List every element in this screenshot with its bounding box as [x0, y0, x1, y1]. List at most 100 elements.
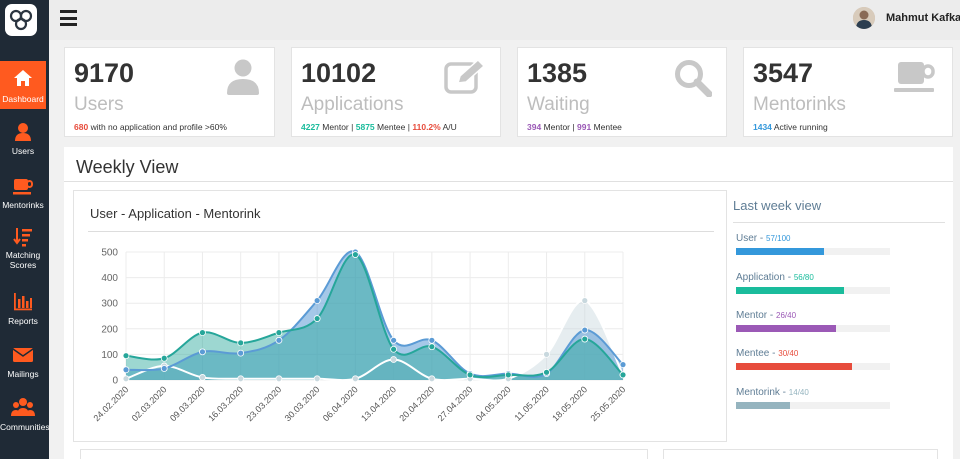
data-point[interactable]: [199, 348, 206, 356]
stat-card-applications: 10102 Applications 4227 Mentor | 5875 Me…: [291, 47, 501, 137]
data-point[interactable]: [619, 371, 627, 379]
progress-track: [736, 287, 890, 294]
stat-label-mentee: Mentee: [377, 122, 406, 132]
data-point[interactable]: [160, 354, 168, 362]
progress-track: [736, 248, 890, 255]
x-tick-label: 18.05.2020: [550, 384, 589, 423]
sidebar-item-mentorinks[interactable]: Mentorinks: [0, 173, 46, 223]
progress-track: [736, 325, 890, 332]
data-point[interactable]: [351, 375, 359, 383]
home-icon: [14, 70, 32, 86]
data-point[interactable]: [390, 336, 398, 344]
y-tick-label: 500: [101, 248, 118, 259]
data-point[interactable]: [466, 371, 474, 379]
weekly-area-chart[interactable]: 0 100 200 300 400 500 24.02.2020 02.03.2020 09.0…: [74, 191, 728, 443]
avatar-icon: [853, 7, 875, 29]
sidebar-item-communities[interactable]: Communities: [0, 394, 50, 444]
data-point[interactable]: [237, 375, 245, 383]
stat-subtext: 1434 Active running: [753, 122, 828, 132]
y-tick-label: 300: [101, 299, 118, 310]
sidebar-item-users[interactable]: Users: [0, 118, 46, 168]
last-week-item-name: Mentee: [736, 348, 770, 359]
data-point[interactable]: [122, 375, 130, 383]
x-tick-label: 16.03.2020: [206, 384, 245, 423]
data-point[interactable]: [160, 365, 168, 372]
data-point[interactable]: [313, 297, 321, 305]
y-tick-label: 200: [101, 324, 118, 335]
last-week-item: User - 57/100: [736, 233, 890, 255]
user-icon: [227, 59, 259, 95]
data-point[interactable]: [199, 374, 206, 381]
data-point[interactable]: [122, 352, 130, 360]
envelope-icon: [12, 348, 34, 362]
stat-card-mentorinks: 3547 Mentorinks 1434 Active running: [743, 47, 953, 137]
stat-label-mentee: Mentee: [593, 122, 622, 132]
data-point[interactable]: [237, 349, 245, 357]
group-icon: [11, 398, 35, 416]
data-point[interactable]: [581, 297, 589, 305]
separator: -: [767, 310, 777, 321]
series-area: [126, 251, 623, 380]
sidebar: Dashboard Users Mentorinks Matching Scor…: [0, 0, 50, 459]
stat-card-waiting: 1385 Waiting 394 Mentor | 991 Mentee: [517, 47, 727, 137]
x-tick-label: 20.04.2020: [397, 384, 436, 423]
sort-amount-icon: [13, 228, 32, 247]
divider: [88, 231, 714, 232]
weekly-view-title: Weekly View: [76, 157, 179, 177]
cup-icon: [13, 179, 33, 195]
search-icon: [675, 60, 712, 97]
app-logo[interactable]: [5, 4, 37, 36]
data-point[interactable]: [428, 343, 436, 351]
data-point[interactable]: [390, 345, 398, 353]
data-point[interactable]: [313, 315, 321, 322]
data-point[interactable]: [122, 366, 130, 374]
last-week-item: Application - 56/80: [736, 272, 890, 294]
last-week-item: Mentorink - 14/40: [736, 387, 890, 409]
data-point[interactable]: [275, 375, 283, 383]
data-point[interactable]: [237, 339, 245, 347]
data-point[interactable]: [428, 375, 436, 383]
logo-icon: [9, 9, 33, 31]
data-point[interactable]: [581, 335, 589, 343]
last-week-label: Mentee - 30/40: [736, 348, 890, 359]
sidebar-item-dashboard[interactable]: Dashboard: [0, 61, 46, 109]
sidebar-item-mailings[interactable]: Mailings: [0, 341, 46, 391]
data-point[interactable]: [543, 350, 550, 358]
data-point[interactable]: [275, 336, 283, 344]
data-point[interactable]: [619, 361, 627, 369]
data-point[interactable]: [504, 371, 512, 379]
x-tick-label: 13.04.2020: [359, 384, 398, 423]
data-point[interactable]: [581, 326, 589, 334]
stat-subtext: 4227 Mentor | 5875 Mentee | 110.2% A/U: [301, 122, 457, 132]
stat-title: Waiting: [527, 94, 590, 115]
y-tick-label: 400: [101, 273, 118, 284]
user-name[interactable]: Mahmut Kafkas: [886, 12, 960, 24]
progress-fill: [736, 363, 852, 370]
data-point[interactable]: [543, 368, 550, 376]
progress-track: [736, 402, 890, 409]
sidebar-label-matching-scores: Matching Scores: [5, 250, 41, 270]
data-point[interactable]: [199, 329, 206, 337]
sidebar-item-matching-scores[interactable]: Matching Scores: [0, 224, 46, 276]
last-week-label: Application - 56/80: [736, 272, 890, 283]
last-week-item-name: Mentorink: [736, 387, 780, 398]
data-point[interactable]: [275, 329, 283, 337]
sidebar-item-reports[interactable]: Reports: [0, 288, 46, 338]
separator: -: [779, 387, 789, 398]
series-line: [125, 253, 624, 379]
data-point[interactable]: [390, 356, 398, 363]
last-week-label: User - 57/100: [736, 233, 890, 244]
last-week-item-value: 14/40: [788, 388, 809, 397]
x-tick-label: 11.05.2020: [512, 384, 550, 422]
data-point[interactable]: [351, 251, 359, 258]
x-tick-label: 04.05.2020: [474, 384, 513, 423]
stat-label-ratio: A/U: [442, 122, 457, 132]
data-point[interactable]: [313, 375, 321, 383]
menu-toggle-icon[interactable]: [60, 10, 77, 26]
top-bar: Mahmut Kafkas: [49, 0, 960, 40]
sidebar-label-communities: Communities: [0, 422, 50, 432]
last-week-item-name: Application: [736, 272, 785, 283]
avatar[interactable]: [853, 7, 875, 29]
stat-number: 3547: [753, 58, 814, 88]
data-point[interactable]: [428, 336, 436, 344]
